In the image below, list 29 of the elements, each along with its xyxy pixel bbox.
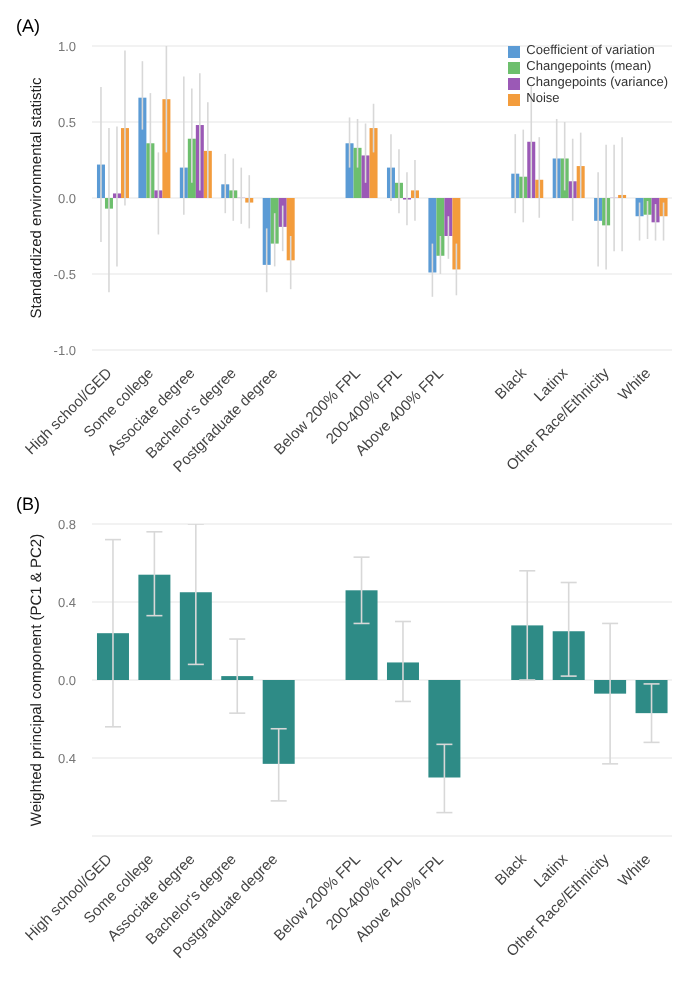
bar — [552, 631, 585, 680]
bar — [138, 574, 171, 680]
bar — [262, 198, 271, 265]
chart-title: (B) — [16, 494, 42, 516]
bar — [594, 680, 627, 694]
bar — [386, 662, 419, 680]
bar — [162, 99, 171, 198]
bar — [511, 625, 544, 680]
bar — [452, 198, 461, 270]
bar — [278, 198, 287, 227]
bar — [262, 680, 295, 764]
bar — [428, 198, 437, 273]
bar — [345, 143, 354, 198]
bar — [96, 633, 129, 680]
bar — [361, 155, 370, 198]
bar — [659, 198, 668, 217]
bar — [369, 128, 378, 198]
bar — [444, 198, 453, 236]
bar — [428, 680, 461, 778]
bar — [286, 198, 295, 261]
bar — [138, 97, 147, 198]
bar — [353, 147, 362, 198]
bar — [270, 198, 279, 244]
bar — [345, 590, 378, 680]
bar — [179, 592, 212, 680]
chart-title: (A) — [16, 16, 42, 38]
bar — [635, 680, 668, 714]
bar — [635, 198, 644, 217]
bar — [436, 198, 445, 256]
